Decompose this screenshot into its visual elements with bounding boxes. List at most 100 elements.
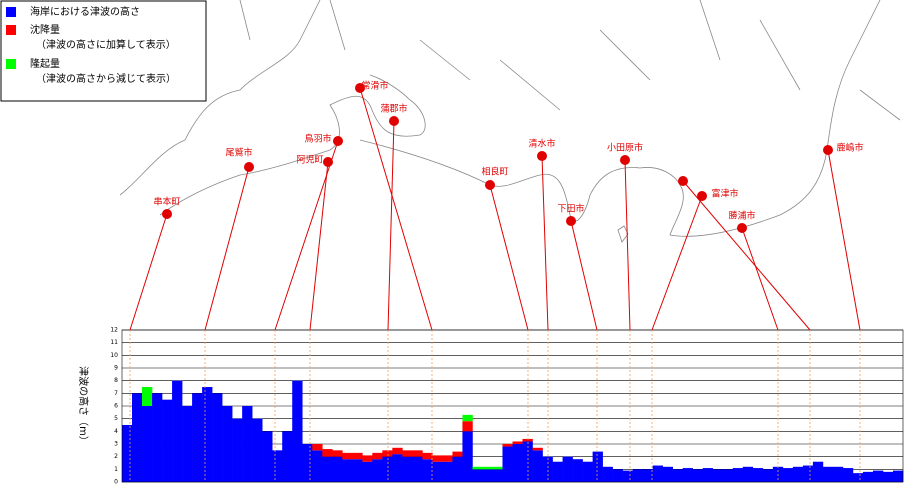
city-label: 小田原市 xyxy=(607,142,643,154)
bar-segment xyxy=(712,469,724,482)
city-label: 尾鷲市 xyxy=(225,147,252,159)
bar-segment xyxy=(342,459,353,482)
bar-segment xyxy=(312,450,323,482)
legend-swatch xyxy=(6,59,16,69)
bar-segment xyxy=(692,469,704,482)
y-tick-label: 6 xyxy=(114,403,118,410)
bar-segment xyxy=(752,468,764,482)
y-tick-label: 10 xyxy=(110,352,118,359)
city-dot xyxy=(389,116,399,126)
bar-segment xyxy=(332,456,343,482)
bar-segment xyxy=(262,431,273,482)
bar-segment xyxy=(702,468,714,482)
bar-segment xyxy=(222,406,233,482)
bar-segment xyxy=(352,452,363,460)
bar-segment xyxy=(762,469,774,482)
city-label: 蒲郡市 xyxy=(380,103,407,115)
bar-segment xyxy=(282,431,293,482)
bar-segment xyxy=(322,449,333,457)
bar-segment xyxy=(662,466,674,482)
connector xyxy=(489,184,529,331)
city-label: 富津市 xyxy=(711,188,738,200)
bar-segment xyxy=(322,456,333,482)
bar-segment xyxy=(512,444,523,482)
bar-segment xyxy=(462,431,473,482)
bar-segment xyxy=(622,470,633,482)
legend-swatch xyxy=(6,25,16,35)
city-dot xyxy=(697,191,707,201)
city-dot xyxy=(737,223,747,233)
connector xyxy=(309,161,329,331)
legend-note: （津波の高さに加算して表示） xyxy=(36,38,176,51)
bar-segment xyxy=(572,459,583,482)
bar-segment xyxy=(722,469,734,482)
city-dot xyxy=(823,145,833,155)
bar-segment xyxy=(552,461,563,482)
connector xyxy=(741,227,779,331)
city-label: 下田市 xyxy=(557,203,584,215)
bar-segment xyxy=(342,452,353,460)
city-label: 常滑市 xyxy=(361,80,388,92)
bar-segment xyxy=(382,450,393,457)
bar-segment xyxy=(742,466,754,482)
y-tick-label: 3 xyxy=(114,441,118,448)
bar-segment xyxy=(442,461,453,482)
city-label: 串本町 xyxy=(153,196,180,208)
y-tick-label: 0 xyxy=(114,479,118,486)
bar-segment xyxy=(172,380,183,482)
bar-segment xyxy=(592,451,603,482)
bar-segment xyxy=(502,444,513,447)
bar-segment xyxy=(672,469,684,482)
city-dot xyxy=(566,216,576,226)
bar-segment xyxy=(632,469,643,482)
connector xyxy=(541,155,549,331)
y-tick-label: 5 xyxy=(114,415,118,422)
bar-segment xyxy=(122,425,133,482)
city-dot xyxy=(355,83,365,93)
connector xyxy=(570,220,598,331)
city-label: 阿児町 xyxy=(296,155,323,166)
connector xyxy=(387,120,395,331)
bar-segment xyxy=(152,393,163,482)
bar-segment xyxy=(542,456,553,482)
bar-segment xyxy=(682,468,694,482)
y-tick-label: 11 xyxy=(110,339,118,346)
connector xyxy=(827,149,861,331)
bar-segment xyxy=(472,466,483,470)
connector xyxy=(204,166,250,331)
bar-segment xyxy=(732,468,744,482)
y-tick-label: 1 xyxy=(114,466,118,473)
bar-segment xyxy=(162,399,173,482)
bar-segment xyxy=(362,455,373,462)
bar-segment xyxy=(872,470,884,482)
bar-segment xyxy=(372,459,383,482)
bar-segment xyxy=(852,473,864,482)
connector xyxy=(274,140,339,331)
city-label: 鹿嶋市 xyxy=(836,142,863,154)
connector xyxy=(129,213,168,331)
y-axis-label: 津波の高さ（m） xyxy=(77,366,90,446)
bar-segment xyxy=(462,414,473,422)
legend-label: 隆起量 xyxy=(30,57,60,70)
city-dot xyxy=(244,162,254,172)
plot-frame xyxy=(121,329,904,483)
y-tick-label: 8 xyxy=(114,377,118,384)
bar-segment xyxy=(792,466,804,482)
bar-segment xyxy=(522,438,533,442)
bar-segment xyxy=(252,418,263,482)
bar-segment xyxy=(372,452,383,460)
bar-segment xyxy=(842,468,854,482)
bar-segment xyxy=(862,471,874,482)
bar-segment xyxy=(232,418,243,482)
y-tick-label: 2 xyxy=(114,453,118,460)
bar-segment xyxy=(522,441,533,482)
bar-segment xyxy=(532,447,543,451)
bar-segment xyxy=(512,441,523,444)
bar-segment xyxy=(292,380,303,482)
bar-segment xyxy=(212,393,223,482)
bar-segment xyxy=(432,461,443,482)
bar-segment xyxy=(142,387,153,406)
bar-segment xyxy=(422,459,433,482)
bar-segment xyxy=(832,466,844,482)
